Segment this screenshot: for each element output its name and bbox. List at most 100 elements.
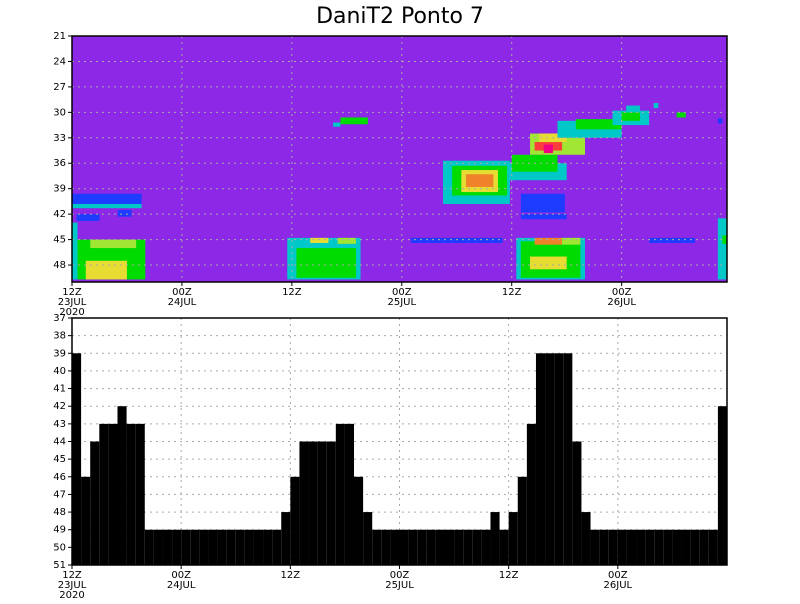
bar (435, 529, 445, 565)
bar (590, 529, 600, 565)
y-tick-label: 45 (53, 454, 66, 465)
bar (135, 423, 145, 565)
bar (354, 476, 364, 565)
x-tick-date: 25JUL (388, 297, 417, 308)
shaded-cell (310, 237, 329, 243)
bar (426, 529, 436, 565)
bar (526, 423, 536, 565)
bar (717, 406, 727, 565)
bar (535, 353, 546, 565)
bar (581, 512, 591, 565)
bar (263, 529, 273, 565)
shaded-cell (90, 239, 137, 249)
x-tick-date: 26JUL (607, 297, 636, 308)
shaded-cell (676, 112, 686, 118)
bar (281, 512, 291, 565)
x-tick-date: 23JUL (58, 297, 87, 308)
bar (81, 476, 91, 565)
x-tick-date: 26JUL (604, 580, 633, 591)
bar (454, 529, 464, 565)
x-tick-date: 25JUL (385, 580, 414, 591)
bar (444, 529, 455, 565)
bar (144, 529, 154, 565)
bar (290, 476, 300, 565)
bar (226, 529, 236, 565)
bar (690, 529, 700, 565)
x-tick-label: 12Z (282, 287, 302, 298)
x-tick-label: 12Z (502, 287, 522, 298)
bar (199, 529, 209, 565)
x-tick-label: 00Z (608, 570, 628, 581)
bar (153, 529, 163, 565)
bar (299, 441, 309, 565)
bar (472, 529, 482, 565)
bar (372, 529, 382, 565)
bar (599, 529, 609, 565)
bar (545, 353, 555, 565)
bar (108, 423, 118, 565)
y-tick-label: 49 (53, 525, 66, 536)
bar (645, 529, 655, 565)
y-tick-label: 30 (53, 107, 66, 118)
y-tick-label: 42 (53, 209, 66, 220)
bar (326, 441, 336, 565)
y-tick-label: 46 (53, 472, 66, 483)
y-tick-label: 43 (53, 419, 66, 430)
bar (508, 512, 518, 565)
y-tick-label: 42 (53, 401, 66, 412)
shaded-cell (72, 203, 142, 209)
shaded-cell (72, 222, 78, 280)
bar (190, 529, 200, 565)
y-tick-label: 41 (53, 384, 66, 395)
plot-background (72, 36, 727, 282)
bar (235, 529, 245, 565)
bar (335, 423, 345, 565)
bar (681, 529, 691, 565)
shaded-cell (72, 193, 142, 204)
x-tick-date: 24JUL (167, 580, 196, 591)
bar (572, 441, 582, 565)
x-tick-label: 00Z (392, 287, 412, 298)
x-tick-label: 12Z (499, 570, 519, 581)
x-tick-label: 12Z (62, 570, 82, 581)
bar (126, 423, 136, 565)
bar (99, 423, 109, 565)
bar (181, 529, 191, 565)
bar (626, 529, 637, 565)
shaded-cell (653, 103, 659, 109)
x-tick-year: 2020 (59, 590, 84, 600)
bar (172, 529, 182, 565)
chart-title: DaniT2 Ponto 7 (316, 4, 484, 29)
shaded-cell (296, 248, 356, 278)
x-tick-date: 23JUL (58, 580, 87, 591)
bar (253, 529, 264, 565)
bar (554, 353, 564, 565)
y-tick-label: 27 (53, 82, 66, 93)
bar (481, 529, 491, 565)
shaded-cell (722, 235, 727, 244)
x-tick-label: 12Z (62, 287, 82, 298)
bar (517, 476, 527, 565)
bar (417, 529, 427, 565)
bar (463, 529, 473, 565)
bar (663, 529, 673, 565)
bar (708, 529, 718, 565)
plot-frame (71, 35, 728, 283)
shaded-cell (520, 193, 565, 213)
bar (363, 512, 373, 565)
y-tick-label: 50 (53, 542, 66, 553)
shaded-cell (534, 237, 563, 245)
bar (636, 529, 646, 565)
shaded-cell (717, 218, 727, 280)
shaded-cell (85, 260, 127, 280)
shaded-cell (626, 105, 640, 113)
y-tick-label: 33 (53, 133, 66, 144)
y-tick-label: 39 (53, 348, 66, 359)
y-tick-label: 39 (53, 184, 66, 195)
y-tick-label: 40 (53, 366, 66, 377)
bar (244, 529, 254, 565)
bar (408, 529, 418, 565)
bar (499, 529, 509, 565)
x-tick-label: 00Z (172, 287, 192, 298)
